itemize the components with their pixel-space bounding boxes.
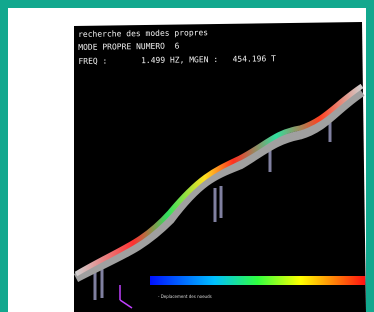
text-line: MODE PROPRE NUMERO 6: [78, 42, 179, 52]
page: recherche des modes propres MODE PROPRE …: [0, 0, 374, 312]
legend-text: - Deplacement des noeuds: [158, 294, 212, 299]
text-line: recherche des modes propres: [78, 28, 208, 39]
color-scale: [150, 276, 365, 285]
thumbnail: recherche des modes propres MODE PROPRE …: [0, 0, 374, 312]
